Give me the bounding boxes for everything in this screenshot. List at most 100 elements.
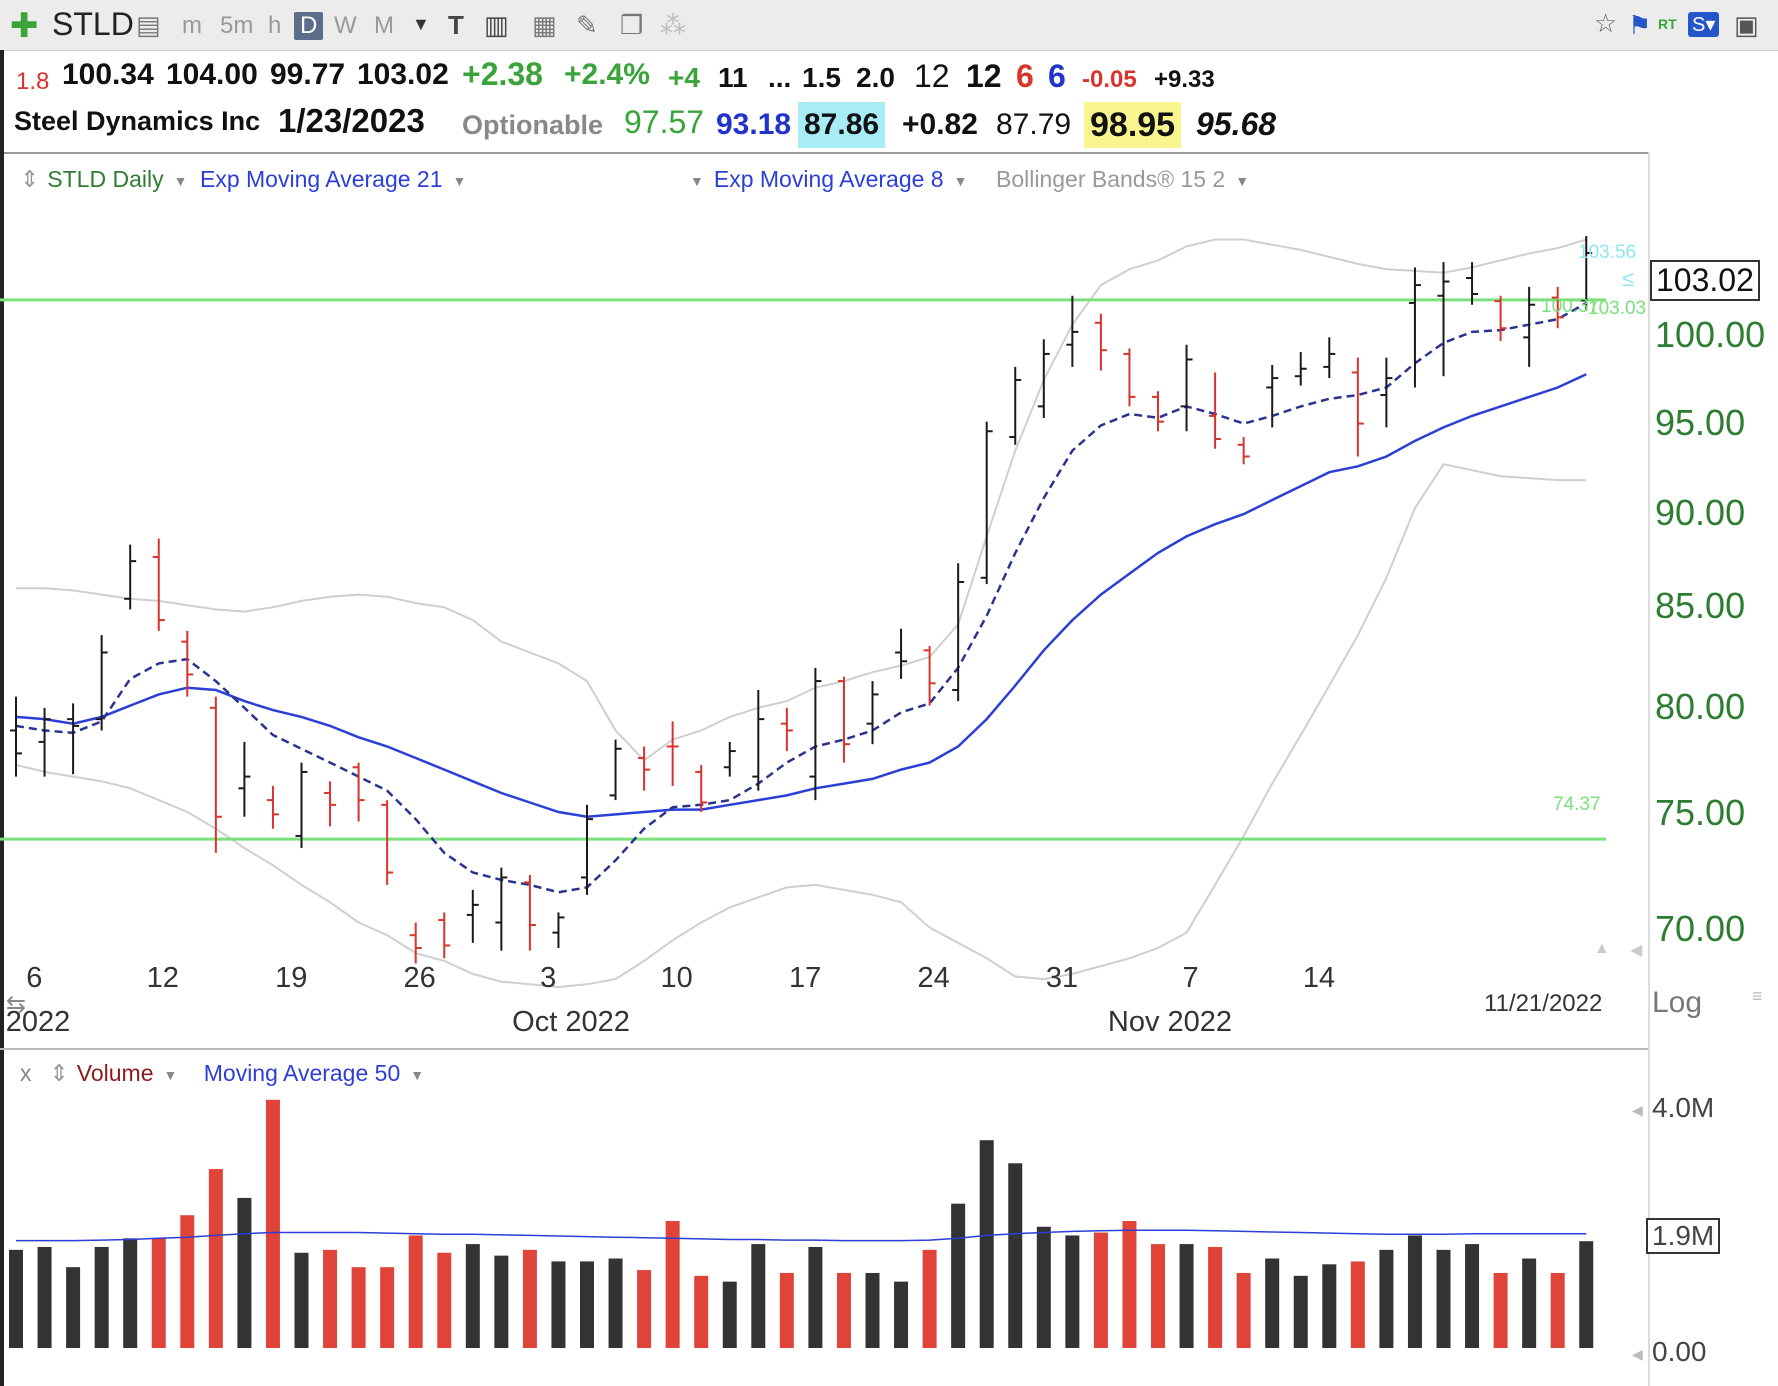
chevron-down-icon[interactable]: ▼ <box>953 172 968 189</box>
vol-scroll-icon[interactable]: ◀ <box>1632 1102 1643 1118</box>
legend-ema21-label[interactable]: Exp Moving Average 21 <box>200 166 443 192</box>
x-day-label: 17 <box>788 962 822 994</box>
volume-chart[interactable] <box>0 1080 1648 1360</box>
volume-bar <box>37 1246 52 1348</box>
close-panel-button[interactable]: x <box>20 1060 32 1086</box>
chevron-down-icon[interactable]: ▼ <box>690 172 704 189</box>
legend-ema8[interactable]: ▼ Exp Moving Average 8 ▼ <box>690 166 967 193</box>
tf-5m[interactable]: 5m <box>220 12 254 39</box>
ohlc-bar <box>866 681 879 745</box>
ohlc-bar <box>466 889 479 943</box>
legend-bb[interactable]: Bollinger Bands® 15 2 ▼ <box>996 166 1249 193</box>
volume-bar <box>1493 1272 1508 1348</box>
calculator-icon[interactable]: ▦ <box>532 10 557 40</box>
volume-bar <box>1436 1249 1451 1348</box>
legend-ema8-label[interactable]: Exp Moving Average 8 <box>713 166 944 192</box>
ohlc-bar <box>923 645 936 706</box>
volume-bar <box>351 1267 366 1348</box>
axis-divider <box>1648 152 1650 1386</box>
volume-bar <box>1093 1232 1108 1348</box>
settings-icon[interactable]: S▾ <box>1688 12 1720 37</box>
volume-bar <box>9 1249 23 1348</box>
chevron-down-icon[interactable]: ▼ <box>412 14 430 34</box>
ohlc-bar <box>1266 365 1279 428</box>
ohlc-bar <box>638 746 651 791</box>
legend-main[interactable]: STLD Daily <box>47 166 164 192</box>
lower-line-annotation: 74.37 <box>1553 794 1601 815</box>
pencil-icon[interactable]: ✎ <box>576 10 598 40</box>
ohlc-bars <box>10 236 1593 964</box>
volume-bar <box>951 1203 966 1348</box>
resize-handle-icon[interactable]: ≡ <box>1752 986 1763 1006</box>
add-symbol-icon[interactable]: ✚ <box>10 7 39 45</box>
ohlc-bar <box>1408 267 1421 388</box>
v9895-value: 98.95 <box>1084 102 1182 148</box>
tf-h[interactable]: h <box>268 12 282 39</box>
ohlc-bar <box>666 721 679 786</box>
pos933-value: +9.33 <box>1154 66 1215 93</box>
ohlc-bar <box>124 544 137 610</box>
text-tool-icon[interactable]: T <box>448 10 464 40</box>
rt-icon[interactable]: RT <box>1658 16 1677 32</box>
drag-handle-icon[interactable]: ⇕ <box>20 166 40 192</box>
ohlc-bar <box>809 667 822 801</box>
tf-mo[interactable]: M <box>374 12 394 39</box>
share-icon[interactable]: ⁂ <box>660 10 686 40</box>
panel-divider[interactable] <box>0 1048 1648 1050</box>
bar-chart-icon[interactable]: ▥ <box>484 10 509 40</box>
symbol-input[interactable]: STLD <box>52 6 134 42</box>
alert-icon[interactable]: ≤ <box>1622 266 1635 291</box>
drag-handle-icon[interactable]: ⇕ <box>49 1060 69 1086</box>
price-chart[interactable] <box>0 220 1648 1040</box>
legend-volume[interactable]: Volume <box>76 1060 154 1086</box>
ohlc-bar <box>952 563 965 702</box>
scroll-up-icon[interactable]: ▲ <box>1594 940 1610 957</box>
tf-d[interactable]: D <box>294 12 324 40</box>
log-label[interactable]: Log <box>1652 986 1703 1019</box>
volume-bar <box>922 1249 937 1348</box>
rs-value: 1.8 <box>16 68 50 95</box>
star-icon[interactable]: ☆ <box>1594 8 1618 38</box>
ohlc-bar <box>895 628 908 679</box>
chevron-down-icon[interactable]: ▼ <box>410 1066 425 1083</box>
volume-bar <box>1008 1163 1023 1348</box>
legend-ma50[interactable]: Moving Average 50 <box>203 1060 401 1086</box>
ohlc-bar <box>152 538 165 631</box>
volume-bar <box>1579 1241 1594 1348</box>
flag-icon[interactable]: ⚑ <box>1628 10 1652 40</box>
chevron-down-icon[interactable]: ▼ <box>173 172 188 189</box>
volume-bar <box>808 1246 823 1348</box>
ohlc-bar <box>523 874 536 951</box>
volume-bar <box>465 1244 480 1348</box>
save-icon[interactable]: ▣ <box>1734 10 1759 40</box>
price-tick-75: 75.00 <box>1655 792 1746 833</box>
volume-bar <box>265 1099 280 1348</box>
vol-tick-4m: 4.0M <box>1652 1092 1715 1123</box>
scroll-arrows-icon[interactable]: ⇆ <box>6 991 27 1018</box>
tf-m[interactable]: m <box>182 12 202 39</box>
volume-bar <box>94 1246 109 1348</box>
chevron-down-icon[interactable]: ▼ <box>452 172 467 189</box>
upper-line-annotation: 100.37 <box>1541 296 1600 317</box>
volume-ma50-line <box>16 1229 1587 1242</box>
ohlc-bar <box>780 707 793 752</box>
volume-bar <box>779 1272 794 1348</box>
vol-scroll-icon-2[interactable]: ◀ <box>1632 1346 1643 1362</box>
volume-bar <box>151 1238 166 1348</box>
ohlc-bar <box>1551 286 1564 329</box>
ohlc-bar <box>67 703 80 775</box>
legend-ema21[interactable]: Exp Moving Average 21 ▼ <box>200 166 466 193</box>
ohlc-bar <box>181 630 194 697</box>
v20-value: 2.0 <box>856 62 895 93</box>
price-tick-95: 95.00 <box>1655 402 1746 443</box>
volume-bar <box>551 1261 566 1348</box>
copy-icon[interactable]: ❐ <box>620 10 644 40</box>
chevron-down-icon[interactable]: ▼ <box>163 1066 178 1083</box>
chevron-down-icon[interactable]: ▼ <box>1235 172 1250 189</box>
volume-bar <box>1550 1272 1565 1348</box>
last-price-box: 103.02 <box>1650 260 1760 301</box>
tf-w[interactable]: W <box>334 12 357 39</box>
print-icon[interactable]: ▤ <box>136 10 161 40</box>
scroll-left-icon[interactable]: ◀ <box>1630 942 1643 959</box>
legend-bb-label[interactable]: Bollinger Bands® 15 2 <box>996 166 1226 192</box>
